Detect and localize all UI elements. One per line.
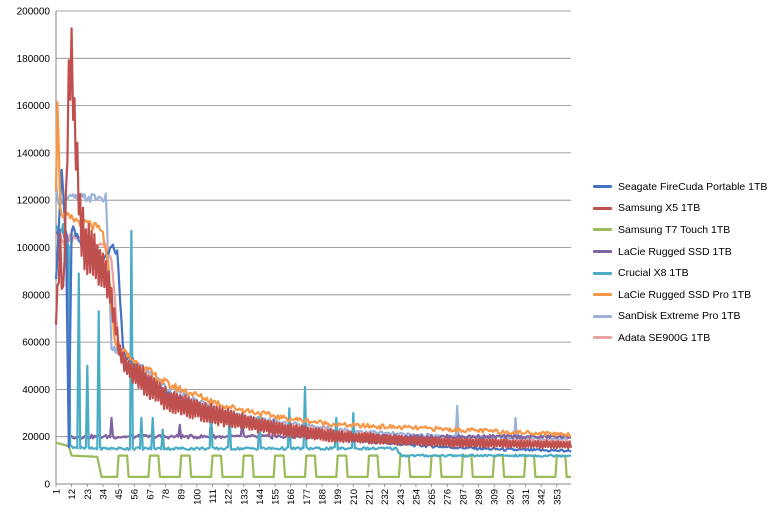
legend-swatch [593,250,612,254]
legend-item: Samsung X5 1TB [593,198,767,220]
y-tick-label: 80000 [22,290,50,301]
x-tick-label: 45 [114,489,125,500]
y-tick-label: 120000 [17,196,51,207]
x-tick-label: 232 [380,489,391,505]
series-line-samsung-x5-1tb [54,27,573,450]
y-tick-label: 140000 [17,148,51,159]
y-tick-label: 0 [44,480,50,491]
x-tick-label: 166 [286,489,297,505]
x-tick-label: 276 [443,489,454,505]
x-tick-label: 111 [208,489,219,503]
x-tick-label: 188 [318,489,329,505]
legend-label: Samsung X5 1TB [618,202,701,215]
x-tick-label: 100 [192,489,203,505]
legend-label: Samsung T7 Touch 1TB [618,223,731,236]
legend-swatch [593,206,612,210]
x-tick-label: 342 [537,489,548,505]
x-tick-label: 243 [396,489,407,505]
legend-label: Crucial X8 1TB [618,267,689,280]
x-tick-label: 210 [349,489,360,505]
axes [55,11,571,487]
x-tick-label: 287 [458,489,469,505]
x-tick-label: 221 [364,489,375,505]
series-line-samsung-t7-touch-1tb [55,441,571,478]
legend-item: Adata SE900G 1TB [593,327,767,349]
x-tick-label: 309 [490,489,501,505]
legend-label: LaCie Rugged SSD 1TB [618,245,732,258]
x-tick-label: 331 [521,489,532,505]
series-lines [54,27,573,478]
legend: Seagate FireCuda Portable 1TB Samsung X5 … [593,176,767,349]
legend-swatch [593,185,612,189]
x-tick-label: 122 [224,489,235,505]
legend-swatch [593,228,612,232]
y-tick-label: 20000 [22,432,50,443]
y-tick-labels: 0 20000 40000 60000 80000 100000 120000 140000 1… [17,7,51,491]
x-tick-label: 12 [67,489,78,500]
legend-item: Crucial X8 1TB [593,262,767,284]
legend-item: LaCie Rugged SSD 1TB [593,241,767,263]
x-tick-label: 144 [255,489,266,505]
legend-item: Seagate FireCuda Portable 1TB [593,176,767,198]
x-tick-label: 34 [98,489,109,500]
x-tick-label: 155 [271,489,282,505]
x-tick-label: 320 [505,489,516,505]
legend-swatch [593,293,612,297]
x-tick-label: 23 [83,489,94,500]
x-tick-label: 298 [474,489,485,505]
series-line-crucial-x8-1tb [55,223,572,458]
x-tick-label: 1 [52,489,63,494]
legend-item: SanDisk Extreme Pro 1TB [593,306,767,328]
legend-swatch [593,336,612,340]
y-tick-label: 200000 [17,7,51,18]
x-tick-label: 89 [177,489,188,500]
y-tick-label: 160000 [17,101,51,112]
x-tick-label: 133 [239,489,250,505]
legend-item: LaCie Rugged SSD Pro 1TB [593,284,767,306]
y-tick-label: 100000 [17,243,51,254]
y-tick-label: 180000 [17,54,51,65]
legend-swatch [593,314,612,318]
x-tick-label: 265 [427,489,438,505]
legend-label: LaCie Rugged SSD Pro 1TB [618,288,752,301]
x-tick-labels: 1 12 23 34 45 56 67 78 89 100 111 122 133 144 155 166 17… [52,489,564,505]
x-tick-label: 67 [145,489,156,500]
x-tick-label: 199 [333,489,344,505]
x-tick-label: 56 [130,489,141,500]
legend-label: SanDisk Extreme Pro 1TB [618,310,741,323]
legend-swatch [593,271,612,275]
x-tick-label: 78 [161,489,172,500]
legend-label: Seagate FireCuda Portable 1TB [618,180,768,193]
legend-item: Samsung T7 Touch 1TB [593,219,767,241]
x-tick-label: 353 [552,489,563,505]
x-tick-label: 254 [411,489,422,505]
x-tick-label: 177 [302,489,313,505]
y-tick-label: 60000 [22,338,50,349]
legend-label: Adata SE900G 1TB [618,331,711,344]
y-tick-label: 40000 [22,385,50,396]
